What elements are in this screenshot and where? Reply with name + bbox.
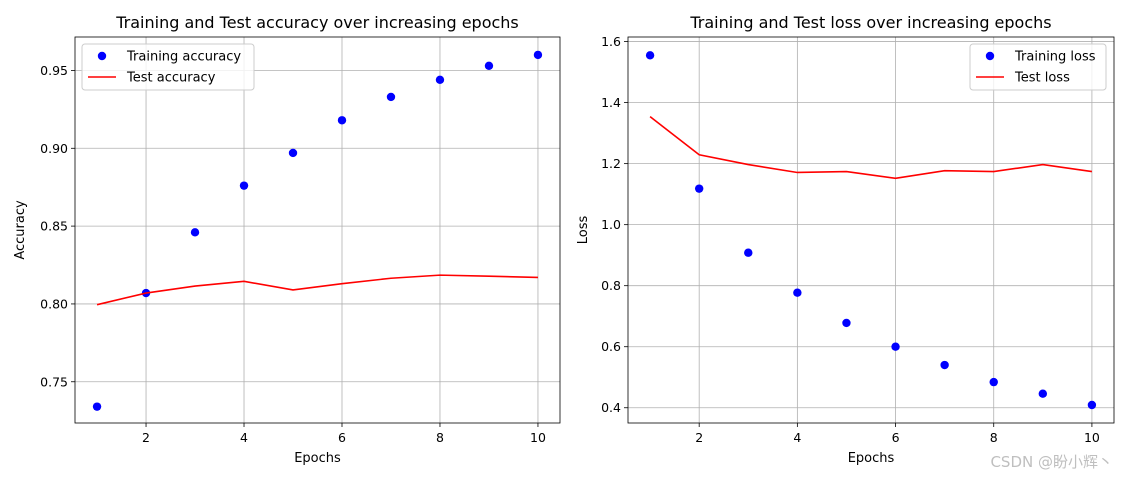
chart-2-legend-box [969, 43, 1107, 91]
chart-1-legend: Training accuracy Test accuracy [81, 43, 255, 91]
chart-1-series-training-accuracy-point [386, 92, 396, 102]
chart-2-plot-frame [627, 36, 1115, 424]
chart-1-x-tick-label: 4 [240, 430, 248, 445]
chart-2-y-tick-label: 0.6 [601, 339, 621, 354]
chart-2-series-training-loss-point [842, 318, 851, 328]
chart-1-x-tick-label: 10 [530, 430, 546, 445]
chart-2-x-axis-label: Epochs [848, 451, 895, 466]
chart-2-legend-training-loss-swatch [985, 51, 995, 61]
chart-1-series-training-accuracy-point [92, 402, 102, 411]
chart-1-series-training-accuracy-point [484, 61, 494, 70]
chart-1-series-training-accuracy-point [239, 181, 249, 190]
chart-1-y-tick-label: 0.90 [40, 141, 68, 156]
chart-1-y-tick-label: 0.80 [40, 296, 68, 311]
chart-2-legend-test-loss-label: Test loss [1014, 71, 1070, 86]
chart-1-series-training-accuracy-point [190, 228, 200, 237]
chart-1-x-tick-label: 6 [338, 430, 346, 445]
chart-2: 2 4 6 8 10 0.4 0.6 0.8 1.0 1.2 1.4 1.6 Training and … [576, 13, 1115, 466]
chart-2-title: Training and Test loss over increasing e… [689, 13, 1051, 32]
chart-2-series-training-loss-point [989, 377, 998, 387]
chart-2-y-tick-label: 0.4 [601, 400, 621, 415]
chart-2-x-tick-label: 4 [793, 430, 801, 445]
chart-2-y-tick-label: 1.0 [601, 217, 621, 232]
chart-2-legend: Training loss Test loss [969, 43, 1107, 91]
chart-2-x-tick-label: 6 [892, 430, 900, 445]
chart-2-series-training-loss-point [744, 248, 753, 257]
chart-1-x-tick-label: 8 [436, 430, 444, 445]
chart-2-series-training-loss-point [1087, 400, 1097, 410]
chart-1-y-axis-label: Accuracy [13, 200, 28, 260]
chart-1-legend-test-accuracy-label: Test accuracy [126, 71, 216, 86]
chart-1-y-tick-label: 0.85 [40, 219, 68, 234]
chart-2-x-tick-label: 10 [1084, 430, 1100, 445]
chart-2-series-training-loss-point [694, 184, 704, 193]
chart-1-series-test-accuracy-line [96, 274, 538, 306]
chart-1-series-training-accuracy-point [435, 75, 445, 85]
chart-2-series-training-loss-point [891, 342, 900, 351]
chart-1-y-tick-label: 0.95 [40, 63, 68, 78]
chart-2-y-tick-label: 1.4 [601, 95, 621, 110]
chart-2-legend-training-loss-label: Training loss [1014, 50, 1096, 65]
chart-2-series-training-loss-point [940, 360, 949, 370]
chart-2-series-training-loss-point [793, 288, 802, 297]
chart-1-series-training-accuracy-point [337, 116, 347, 125]
chart-1-legend-training-accuracy-label: Training accuracy [126, 50, 241, 65]
watermark: CSDN @盼小辉丶 [990, 453, 1113, 471]
chart-2-x-tick-label: 8 [990, 430, 998, 445]
chart-2-y-tick-label: 1.2 [601, 156, 621, 171]
chart-1-x-tick-label: 2 [142, 430, 150, 445]
chart-2-x-tick-label: 2 [695, 430, 703, 445]
chart-2-y-tick-label: 0.8 [601, 278, 621, 293]
chart-1-series-training-accuracy-point [288, 148, 298, 158]
chart-1-series-training-accuracy-point [533, 50, 543, 60]
chart-2-y-tick-label: 1.6 [601, 34, 621, 49]
chart-2-series-training-loss-point [1038, 389, 1048, 398]
chart-1-plot-frame [74, 36, 561, 424]
chart-2-y-axis-label: Loss [576, 216, 591, 245]
chart-1-x-axis-label: Epochs [294, 451, 341, 466]
chart-1-legend-box [81, 43, 255, 91]
chart-1-y-tick-label: 0.75 [40, 374, 68, 389]
chart-2-series-test-loss-line [649, 116, 1093, 180]
chart-1-legend-training-accuracy-swatch [97, 51, 107, 61]
chart-2-series-training-loss-point [645, 51, 655, 60]
chart-1-title: Training and Test accuracy over increasi… [115, 13, 519, 32]
chart-1: 2 4 6 8 10 0.75 0.80 0.85 0.90 0.95 Training and T… [13, 13, 561, 466]
